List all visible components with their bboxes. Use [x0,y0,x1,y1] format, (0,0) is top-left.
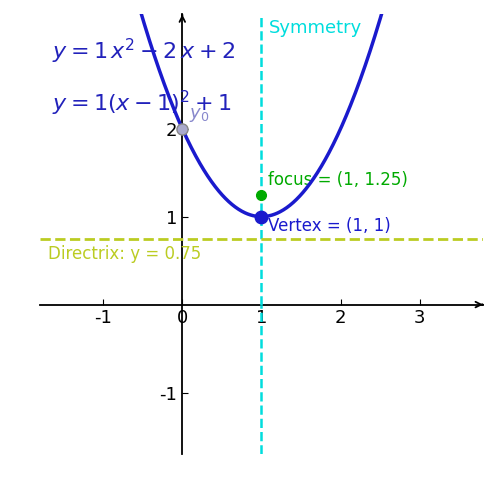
Text: Symmetry: Symmetry [269,19,363,37]
Text: Vertex = (1, 1): Vertex = (1, 1) [268,217,390,235]
Text: $y_0$: $y_0$ [189,106,209,124]
Text: Directrix: y = 0.75: Directrix: y = 0.75 [48,245,201,263]
Text: $y = 1(x-1)^2 + 1$: $y = 1(x-1)^2 + 1$ [52,89,231,118]
Text: focus = (1, 1.25): focus = (1, 1.25) [268,172,408,189]
Text: $y = 1\,x^2 - 2\,x + 2$: $y = 1\,x^2 - 2\,x + 2$ [52,36,235,65]
